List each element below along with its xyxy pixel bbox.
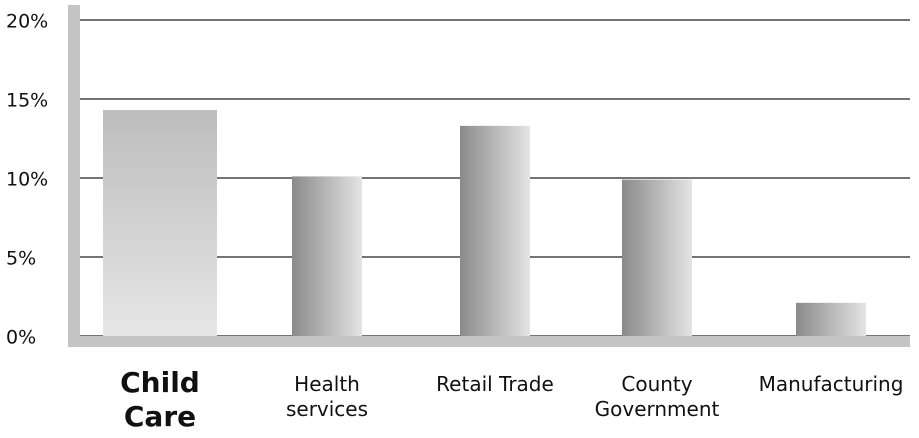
- bar: [460, 125, 530, 336]
- x-tick-label: Child Care: [120, 366, 200, 433]
- y-tick-label: 5%: [6, 248, 36, 270]
- y-axis: [68, 5, 80, 347]
- y-tick-label: 20%: [6, 11, 48, 33]
- bar: [796, 302, 866, 336]
- x-tick-label: Retail Trade: [436, 372, 554, 396]
- bar: [292, 176, 362, 336]
- bar: [103, 110, 217, 336]
- y-tick-label: 0%: [6, 327, 36, 349]
- x-tick-label: County Government: [594, 372, 720, 421]
- y-tick-label: 15%: [6, 90, 48, 112]
- x-tick-label: Manufacturing: [758, 372, 904, 396]
- x-axis: [68, 336, 910, 347]
- x-tick-label: Health services: [285, 372, 369, 421]
- y-tick-label: 10%: [6, 169, 48, 191]
- bar: [622, 179, 692, 336]
